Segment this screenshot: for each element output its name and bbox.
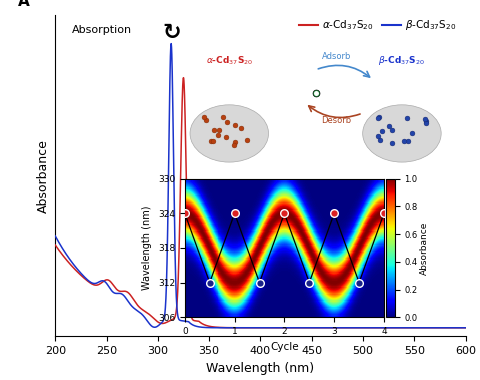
- Y-axis label: Absorbance: Absorbance: [420, 221, 429, 275]
- Text: ↻: ↻: [163, 23, 181, 43]
- Text: A: A: [18, 0, 30, 9]
- Y-axis label: Absorbance: Absorbance: [36, 139, 49, 213]
- Text: Absorption: Absorption: [72, 25, 132, 35]
- Text: Desorb: Desorb: [322, 116, 351, 125]
- X-axis label: Cycle: Cycle: [270, 342, 299, 352]
- Text: $\alpha$-Cd$_{37}$S$_{20}$: $\alpha$-Cd$_{37}$S$_{20}$: [205, 55, 253, 67]
- Text: $\beta$-Cd$_{37}$S$_{20}$: $\beta$-Cd$_{37}$S$_{20}$: [378, 54, 425, 67]
- X-axis label: Wavelength (nm): Wavelength (nm): [206, 362, 314, 375]
- Ellipse shape: [190, 105, 268, 162]
- Ellipse shape: [363, 105, 441, 162]
- Y-axis label: Wavelength (nm): Wavelength (nm): [142, 206, 152, 290]
- Legend: $\alpha$-Cd$_{37}$S$_{20}$, $\beta$-Cd$_{37}$S$_{20}$: $\alpha$-Cd$_{37}$S$_{20}$, $\beta$-Cd$_…: [295, 14, 460, 36]
- Text: Adsorb: Adsorb: [322, 52, 351, 61]
